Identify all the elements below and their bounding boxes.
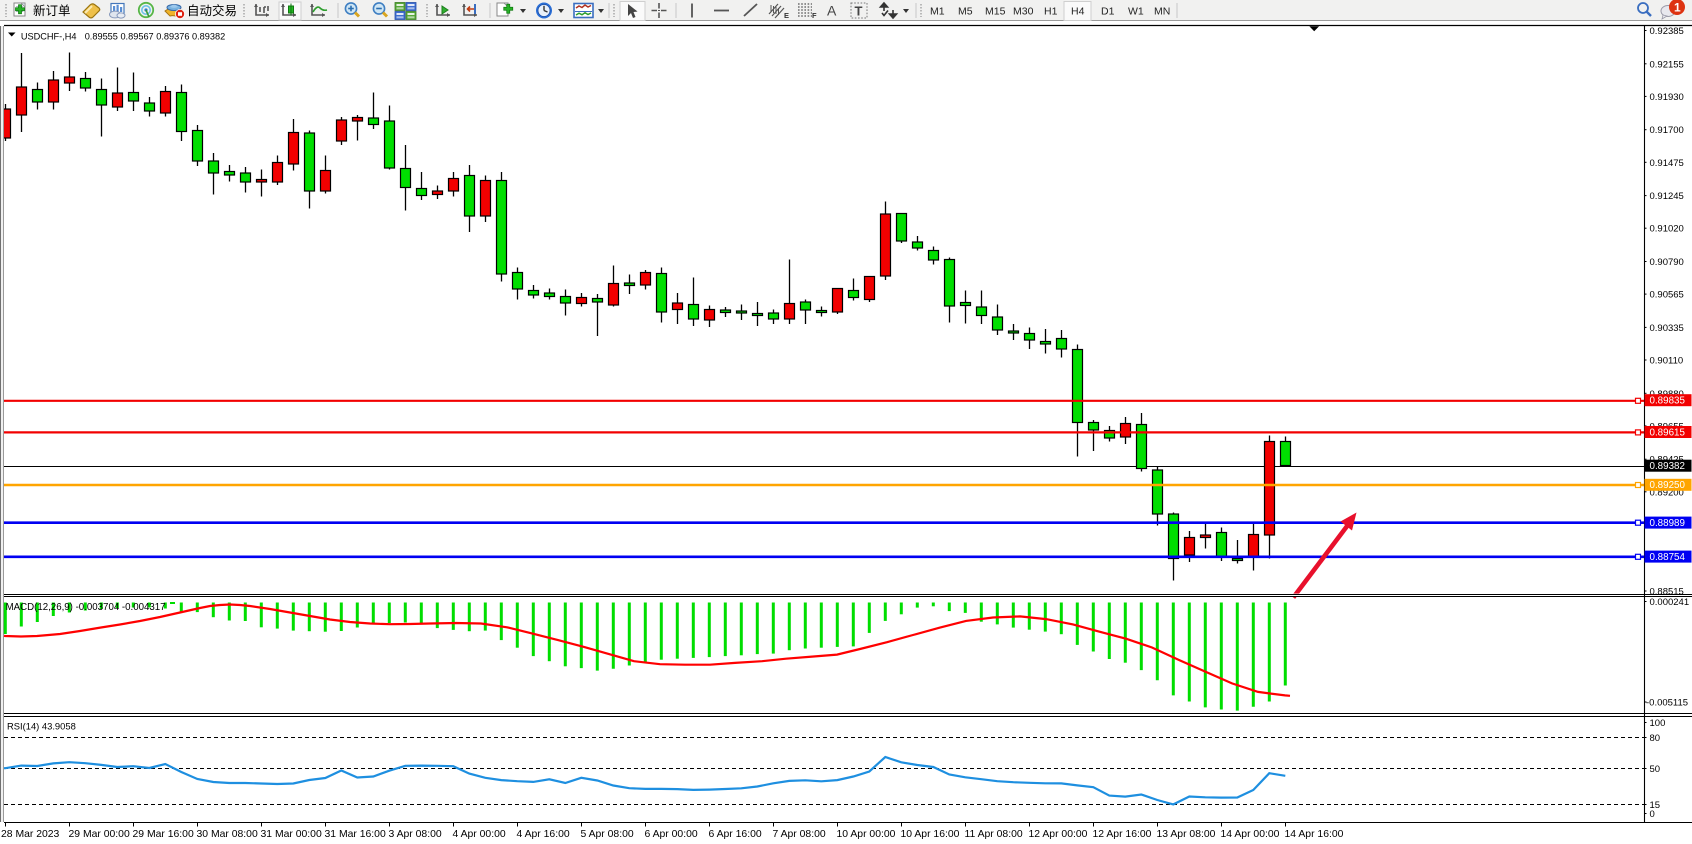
svg-text:新订单: 新订单 <box>33 3 71 18</box>
svg-text:D1: D1 <box>1101 6 1115 18</box>
svg-text:0.89200: 0.89200 <box>1650 487 1684 498</box>
svg-text:31 Mar 16:00: 31 Mar 16:00 <box>325 829 386 840</box>
svg-text:0.89835: 0.89835 <box>1650 396 1686 407</box>
svg-text:M15: M15 <box>985 6 1006 18</box>
svg-text:11 Apr 08:00: 11 Apr 08:00 <box>965 829 1023 840</box>
svg-text:-0.005115: -0.005115 <box>1646 698 1688 709</box>
svg-text:MACD(12,26,9) -0.003704 -0.004: MACD(12,26,9) -0.003704 -0.004317 <box>6 602 166 613</box>
svg-text:0.89615: 0.89615 <box>1650 427 1686 438</box>
svg-text:0.89555 0.89567 0.89376 0.8938: 0.89555 0.89567 0.89376 0.89382 <box>85 32 226 42</box>
svg-text:14 Apr 00:00: 14 Apr 00:00 <box>1221 829 1280 840</box>
svg-text:USDCHF-,H4: USDCHF-,H4 <box>21 32 77 42</box>
svg-text:M30: M30 <box>1013 6 1034 18</box>
svg-text:10 Apr 16:00: 10 Apr 16:00 <box>901 829 960 840</box>
svg-text:MN: MN <box>1154 6 1170 18</box>
svg-text:0.92155: 0.92155 <box>1650 59 1684 70</box>
svg-text:29 Mar 16:00: 29 Mar 16:00 <box>133 829 194 840</box>
svg-text:6 Apr 00:00: 6 Apr 00:00 <box>645 829 698 840</box>
svg-text:28 Mar 2023: 28 Mar 2023 <box>1 829 60 840</box>
svg-text:30 Mar 08:00: 30 Mar 08:00 <box>197 829 258 840</box>
svg-text:0.91930: 0.91930 <box>1650 92 1684 103</box>
svg-text:自动交易: 自动交易 <box>187 3 237 18</box>
svg-text:0.91475: 0.91475 <box>1650 158 1684 169</box>
svg-text:M5: M5 <box>958 6 973 18</box>
svg-text:50: 50 <box>1650 764 1661 775</box>
svg-text:13 Apr 08:00: 13 Apr 08:00 <box>1157 829 1216 840</box>
svg-text:0.88754: 0.88754 <box>1650 552 1686 563</box>
svg-text:80: 80 <box>1650 733 1661 744</box>
svg-text:12 Apr 16:00: 12 Apr 16:00 <box>1093 829 1152 840</box>
svg-text:10 Apr 00:00: 10 Apr 00:00 <box>837 829 896 840</box>
svg-text:0.90110: 0.90110 <box>1650 356 1684 367</box>
svg-text:0.88989: 0.88989 <box>1650 518 1685 529</box>
svg-text:1: 1 <box>1674 1 1681 15</box>
svg-text:M1: M1 <box>930 6 945 18</box>
svg-text:4 Apr 00:00: 4 Apr 00:00 <box>453 829 506 840</box>
svg-text:0.000241: 0.000241 <box>1650 597 1690 608</box>
svg-text:0.89382: 0.89382 <box>1650 461 1685 472</box>
svg-text:T: T <box>855 4 863 19</box>
svg-text:H4: H4 <box>1071 6 1085 18</box>
svg-text:29 Mar 00:00: 29 Mar 00:00 <box>69 829 130 840</box>
svg-text:0.91020: 0.91020 <box>1650 224 1684 235</box>
svg-text:0.89250: 0.89250 <box>1650 480 1686 491</box>
svg-text:5 Apr 08:00: 5 Apr 08:00 <box>581 829 634 840</box>
svg-text:F: F <box>812 11 817 20</box>
svg-text:RSI(14) 43.9058: RSI(14) 43.9058 <box>7 721 76 732</box>
svg-text:3 Apr 08:00: 3 Apr 08:00 <box>389 829 442 840</box>
svg-text:0.91245: 0.91245 <box>1650 191 1684 202</box>
svg-text:0.91700: 0.91700 <box>1650 125 1684 136</box>
svg-text:14 Apr 16:00: 14 Apr 16:00 <box>1285 829 1344 840</box>
svg-text:4 Apr 16:00: 4 Apr 16:00 <box>517 829 570 840</box>
svg-text:E: E <box>784 11 789 20</box>
svg-text:15: 15 <box>1650 800 1661 811</box>
svg-text:0.92385: 0.92385 <box>1650 26 1684 37</box>
svg-text:0.90790: 0.90790 <box>1650 257 1684 268</box>
svg-text:0.88515: 0.88515 <box>1650 587 1684 598</box>
svg-text:0: 0 <box>1650 809 1655 820</box>
svg-text:31 Mar 00:00: 31 Mar 00:00 <box>261 829 322 840</box>
svg-text:H1: H1 <box>1044 6 1058 18</box>
svg-text:A: A <box>827 3 837 19</box>
svg-text:7 Apr 08:00: 7 Apr 08:00 <box>773 829 826 840</box>
svg-text:100: 100 <box>1650 718 1666 729</box>
svg-text:W1: W1 <box>1128 6 1144 18</box>
svg-text:0.90565: 0.90565 <box>1650 290 1684 301</box>
svg-text:6 Apr 16:00: 6 Apr 16:00 <box>709 829 762 840</box>
svg-text:12 Apr 00:00: 12 Apr 00:00 <box>1029 829 1088 840</box>
svg-text:0.90335: 0.90335 <box>1650 323 1684 334</box>
